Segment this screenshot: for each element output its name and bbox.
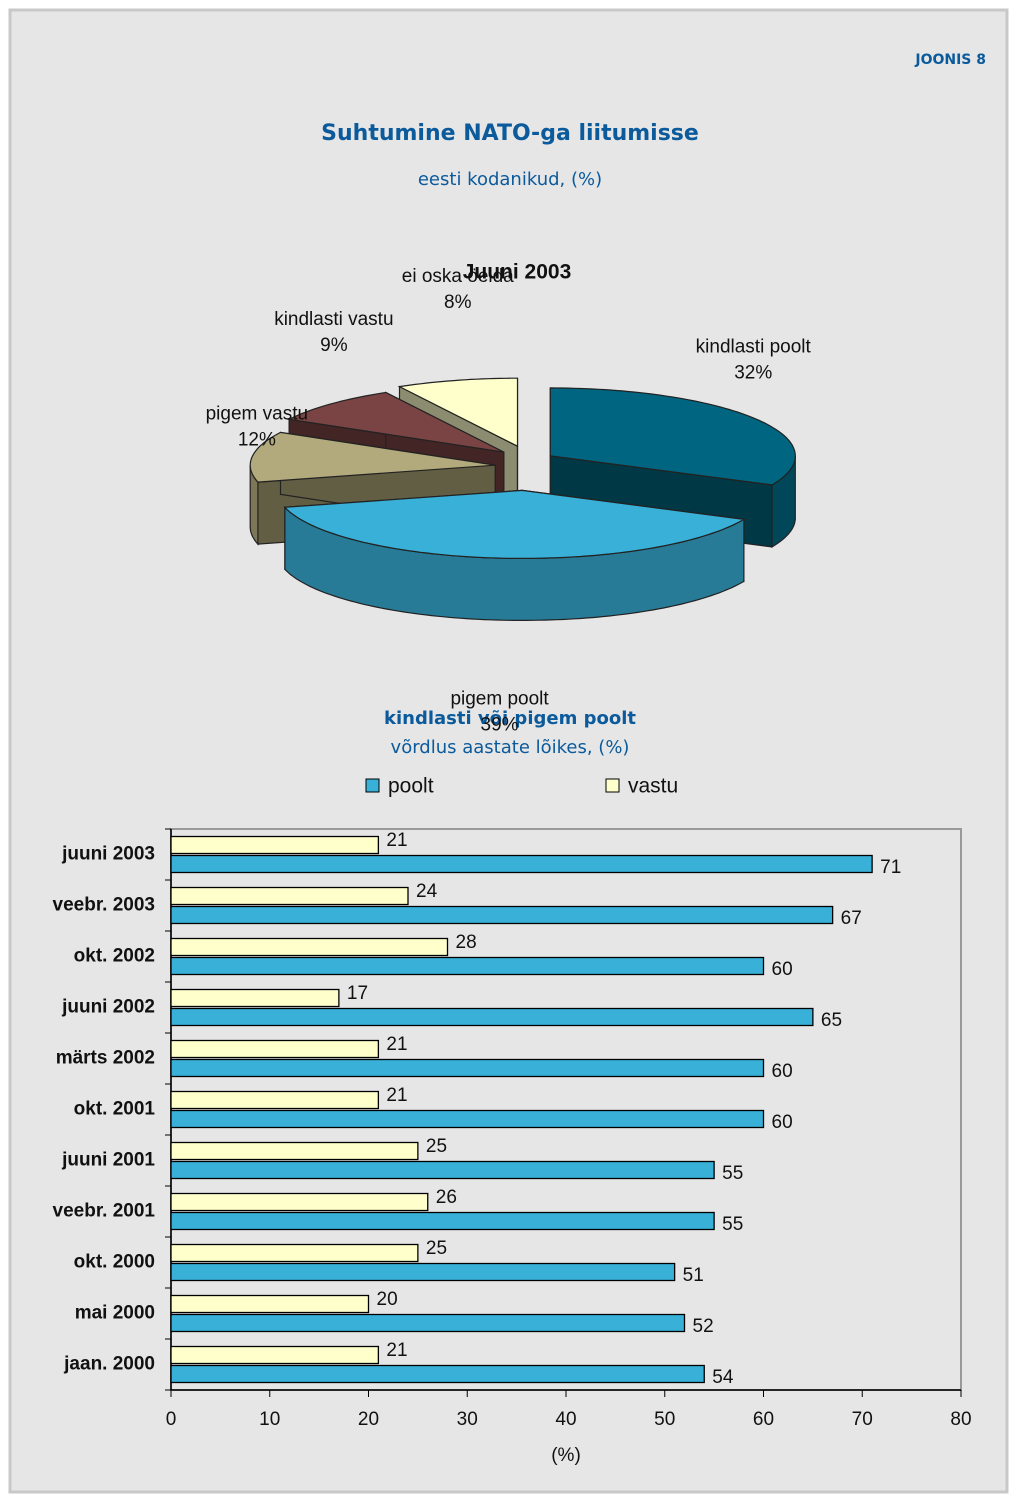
bar [170,1090,380,1110]
slice-value-label: 12% [238,430,276,451]
legend-swatch [605,778,620,793]
data-label: 20 [377,1289,398,1310]
data-label: 28 [456,932,477,953]
data-label: 21 [386,1034,407,1055]
slice-label: ei oska öelda [402,266,514,287]
y-tick-label: juuni 2003 [61,844,155,865]
slice-label: pigem vastu [206,404,308,425]
data-label: 25 [426,1238,447,1259]
data-label: 67 [841,908,862,929]
data-label: 24 [416,881,438,902]
data-label: 60 [772,1061,793,1082]
y-tick-label: veebr. 2001 [53,1201,156,1222]
y-tick-label: okt. 2002 [74,946,155,967]
x-tick-label: 80 [950,1409,971,1430]
bar [170,1058,765,1078]
bar [170,1192,429,1212]
x-tick-label: 20 [358,1409,379,1430]
data-label: 25 [426,1136,447,1157]
bar [170,1262,676,1282]
slice [397,377,519,448]
bar-title: kindlasti või pigem poolt [384,708,636,729]
bar [170,1160,715,1180]
bar [170,1211,715,1231]
y-tick-label: okt. 2001 [74,1099,156,1120]
legend-swatch [365,778,380,793]
data-label: 17 [347,983,368,1004]
slice-value-label: 8% [444,292,472,313]
pie-title: Juuni 2003 [463,261,572,284]
x-tick-label: 70 [852,1409,873,1430]
x-tick-label: 60 [753,1409,774,1430]
x-tick-label: 0 [166,1409,177,1430]
slice-value-label: 32% [734,363,772,384]
bar [170,956,765,976]
bar [170,1007,814,1027]
bar [170,1243,419,1263]
bar [170,1313,686,1333]
bar [170,905,834,925]
data-label: 71 [880,857,901,878]
x-tick-label: 30 [457,1409,478,1430]
slice-value-label: 39% [481,714,519,735]
y-tick-label: mai 2000 [75,1303,155,1324]
y-tick-label: jaan. 2000 [63,1354,155,1375]
bar [170,937,449,957]
slice-label: kindlasti vastu [274,309,393,330]
figure-label: JOONIS 8 [914,52,986,68]
data-label: 54 [712,1367,734,1388]
y-tick-label: okt. 2000 [74,1252,155,1273]
figure-subtitle: eesti kodanikud, (%) [418,169,602,190]
slice [549,387,796,486]
bar [170,886,409,906]
slice [249,431,496,483]
data-label: 21 [386,1340,407,1361]
bar [170,1141,419,1161]
bar [170,1345,380,1365]
x-tick-label: 40 [555,1409,576,1430]
bar [170,835,380,855]
bar-subtitle: võrdlus aastate lõikes, (%) [391,737,630,758]
data-label: 21 [386,830,407,851]
y-tick-label: juuni 2002 [61,997,155,1018]
data-label: 55 [722,1163,743,1184]
y-tick-label: veebr. 2003 [53,895,155,916]
x-axis-label: (%) [551,1445,581,1466]
legend-label: poolt [388,775,434,798]
legend-label: vastu [628,775,678,798]
slice-label: pigem poolt [450,688,549,709]
data-label: 55 [722,1214,743,1235]
slice-value-label: 9% [320,335,348,356]
slice [283,489,746,559]
bar [170,1109,765,1129]
data-label: 51 [683,1265,704,1286]
data-label: 60 [772,959,793,980]
slice [287,391,505,453]
x-tick-label: 10 [259,1409,280,1430]
data-label: 60 [772,1112,793,1133]
y-tick-label: juuni 2001 [61,1150,155,1171]
bar [170,988,340,1008]
bar [170,1039,380,1059]
figure-title: Suhtumine NATO-ga liitumisse [321,121,699,146]
y-tick-label: märts 2002 [56,1048,155,1069]
x-tick-label: 50 [654,1409,675,1430]
bar [170,854,873,874]
data-label: 52 [693,1316,714,1337]
bar [170,1364,705,1384]
data-label: 21 [386,1085,407,1106]
bar [170,1294,370,1314]
slice-label: kindlasti poolt [696,337,812,358]
data-label: 65 [821,1010,842,1031]
data-label: 26 [436,1187,457,1208]
